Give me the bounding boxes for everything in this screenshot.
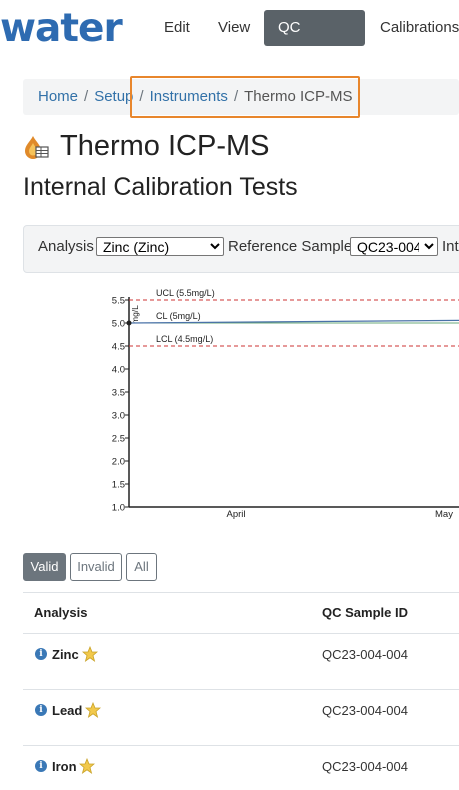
star-icon xyxy=(85,702,101,718)
y-tick-label: 1.5 xyxy=(112,480,125,491)
y-tick-label: 2.5 xyxy=(112,434,125,445)
column-header-qc-sample-id[interactable]: QC Sample ID xyxy=(322,605,408,620)
nav-calibrations[interactable]: Calibrations xyxy=(380,19,459,36)
x-tick-label: April xyxy=(226,509,245,520)
breadcrumb-setup[interactable]: Setup xyxy=(94,88,134,105)
breadcrumb-instruments[interactable]: Instruments xyxy=(149,88,228,105)
control-line-label: UCL (5.5mg/L) xyxy=(156,288,215,298)
interval-label-truncated: Int xyxy=(442,238,459,255)
page-title: Thermo ICP-MS xyxy=(60,130,270,162)
nav-view[interactable]: View xyxy=(218,19,251,36)
breadcrumb-separator: / xyxy=(233,88,239,105)
star-icon xyxy=(82,646,98,662)
y-tick-label: 1.0 xyxy=(112,503,125,514)
qc-sample-id: QC23-004-004 xyxy=(322,647,408,662)
breadcrumb-separator: / xyxy=(139,88,144,105)
breadcrumb: Home / Setup / Instruments / Thermo ICP-MS xyxy=(23,79,459,115)
breadcrumb-home[interactable]: Home xyxy=(38,88,79,105)
reference-sample-select[interactable]: QC23-004 xyxy=(350,237,438,256)
table-row[interactable]: i Iron QC23-004-004 xyxy=(23,746,459,790)
control-line-label: LCL (4.5mg/L) xyxy=(156,334,213,344)
info-icon[interactable]: i xyxy=(35,704,47,716)
y-tick-label: 3.5 xyxy=(112,388,125,399)
series-line xyxy=(128,319,459,324)
data-point xyxy=(126,320,132,326)
all-filter-button[interactable]: All xyxy=(126,553,157,581)
star-icon xyxy=(79,758,95,774)
top-navbar: water Edit View QC Results Calibrations xyxy=(0,0,459,72)
y-tick-label: 4.0 xyxy=(112,365,125,376)
analysis-name: Iron xyxy=(52,759,77,774)
qc-sample-id: QC23-004-004 xyxy=(322,759,408,774)
reference-sample-label: Reference Sample xyxy=(228,238,353,255)
analysis-name: Lead xyxy=(52,703,83,718)
analysis-select[interactable]: Zinc (Zinc) xyxy=(96,237,224,256)
filter-bar: Analysis Zinc (Zinc) Reference Sample QC… xyxy=(23,225,459,273)
invalid-filter-button[interactable]: Invalid xyxy=(70,553,122,581)
column-header-analysis[interactable]: Analysis xyxy=(34,605,88,620)
y-tick-label: 4.5 xyxy=(112,342,125,353)
y-axis-label: mg/L xyxy=(130,305,140,324)
analysis-label: Analysis xyxy=(38,238,94,255)
qc-control-chart: 5.5 5.0 4.5 4.0 3.5 3.0 2.5 2.0 1.5 1.0 April May mg… xyxy=(112,288,459,520)
nav-qc-results[interactable]: QC Results xyxy=(264,10,365,72)
analysis-name: Zinc xyxy=(52,647,79,662)
breadcrumb-separator: / xyxy=(84,88,89,105)
table-header: Analysis QC Sample ID xyxy=(23,592,459,634)
y-tick-label: 5.0 xyxy=(112,319,125,330)
y-tick-label: 2.0 xyxy=(112,457,125,468)
y-tick-label: 3.0 xyxy=(112,411,125,422)
instrument-icon xyxy=(25,136,49,159)
table-row[interactable]: i Lead QC23-004-004 xyxy=(23,690,459,746)
nav-edit[interactable]: Edit xyxy=(164,19,190,36)
x-tick-label: May xyxy=(435,509,453,520)
control-line-label: CL (5mg/L) xyxy=(156,311,201,321)
breadcrumb-current: Thermo ICP-MS xyxy=(244,88,353,105)
brand-logo[interactable]: water xyxy=(0,6,123,51)
table-row[interactable]: i Zinc QC23-004-004 xyxy=(23,634,459,690)
y-tick-label: 5.5 xyxy=(112,296,125,307)
info-icon[interactable]: i xyxy=(35,648,47,660)
info-icon[interactable]: i xyxy=(35,760,47,772)
valid-filter-button[interactable]: Valid xyxy=(23,553,66,581)
page-subtitle: Internal Calibration Tests xyxy=(23,173,298,201)
qc-sample-id: QC23-004-004 xyxy=(322,703,408,718)
